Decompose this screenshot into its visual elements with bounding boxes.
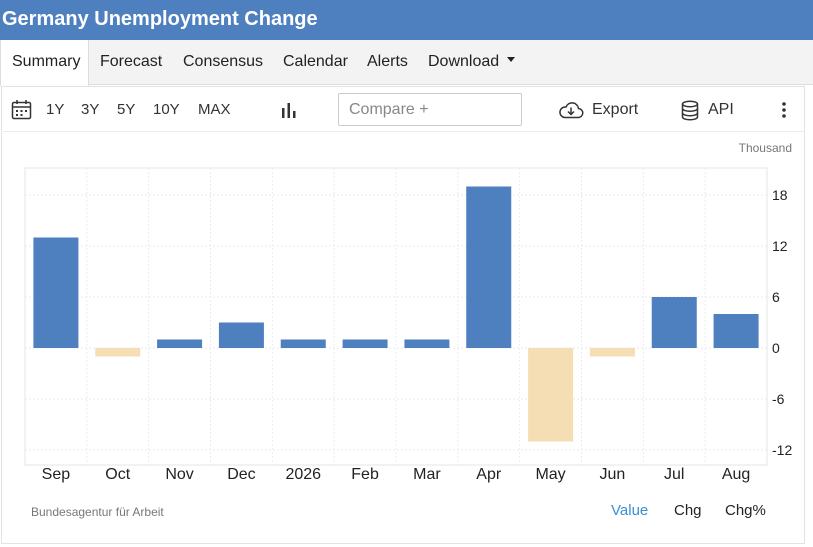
- y-tick-label: 0: [772, 340, 780, 356]
- database-icon[interactable]: [681, 100, 699, 125]
- range-10y-button[interactable]: 10Y: [153, 101, 180, 118]
- tab-consensus[interactable]: Consensus: [183, 53, 264, 70]
- tab-bar: Summary Forecast Consensus Calendar Aler…: [0, 40, 813, 86]
- tab-summary[interactable]: Summary: [0, 40, 89, 86]
- bar-dec: [218, 322, 264, 348]
- calendar-icon[interactable]: [11, 99, 32, 124]
- x-tick-label: 2026: [285, 466, 321, 483]
- source-label: Bundesagentur für Arbeit: [31, 505, 164, 519]
- cloud-download-icon[interactable]: [558, 100, 584, 124]
- bar-aug: [713, 314, 759, 348]
- mode-value-button[interactable]: Value: [611, 502, 649, 519]
- tab-calendar[interactable]: Calendar: [283, 53, 348, 70]
- range-5y-button[interactable]: 5Y: [117, 101, 136, 118]
- bar-jun: [589, 348, 635, 357]
- y-tick-label: 18: [772, 187, 788, 203]
- x-tick-label: Mar: [413, 466, 441, 483]
- page-title: Germany Unemployment Change: [2, 8, 318, 30]
- range-1y-button[interactable]: 1Y: [46, 101, 65, 118]
- bar-may: [528, 348, 574, 442]
- mode-chg-pct-button[interactable]: Chg%: [725, 502, 766, 519]
- range-max-button[interactable]: MAX: [198, 101, 231, 118]
- bar-mar: [404, 339, 450, 348]
- tab-alerts[interactable]: Alerts: [367, 53, 408, 70]
- x-tick-label: May: [535, 466, 565, 483]
- y-tick-label: 6: [772, 289, 780, 305]
- x-tick-label: Jun: [600, 466, 626, 483]
- tab-forecast[interactable]: Forecast: [100, 53, 163, 70]
- x-tick-label: Oct: [105, 466, 130, 483]
- toolbar-divider: [1, 131, 805, 132]
- range-3y-button[interactable]: 3Y: [81, 101, 100, 118]
- tab-download-label: Download: [428, 53, 500, 70]
- y-tick-label: 12: [772, 238, 788, 254]
- compare-input[interactable]: [338, 93, 522, 126]
- bar-oct: [95, 348, 141, 357]
- chevron-down-icon: [507, 57, 516, 63]
- x-tick-label: Sep: [42, 466, 71, 483]
- bar-feb: [342, 339, 388, 348]
- bar-nov: [157, 339, 203, 348]
- y-tick-label: -6: [772, 391, 785, 407]
- x-tick-label: Feb: [351, 466, 379, 483]
- title-bar: Germany Unemployment Change: [0, 0, 813, 40]
- bar-2026: [280, 339, 326, 348]
- x-tick-label: Nov: [165, 466, 193, 483]
- mode-chg-button[interactable]: Chg: [674, 502, 702, 519]
- bar-apr: [466, 186, 512, 348]
- x-tick-label: Aug: [722, 466, 750, 483]
- y-tick-label: -12: [772, 442, 792, 458]
- bar-jul: [651, 297, 697, 348]
- export-button[interactable]: Export: [592, 101, 639, 118]
- bar-chart-icon[interactable]: [281, 101, 297, 123]
- x-tick-label: Jul: [664, 466, 684, 483]
- tab-download[interactable]: Download: [428, 40, 516, 85]
- x-tick-label: Dec: [227, 466, 255, 483]
- api-button[interactable]: API: [708, 101, 734, 118]
- bar-sep: [33, 237, 79, 348]
- unit-label: Thousand: [738, 141, 792, 155]
- x-tick-label: Apr: [476, 466, 502, 483]
- more-vertical-icon[interactable]: [779, 101, 789, 123]
